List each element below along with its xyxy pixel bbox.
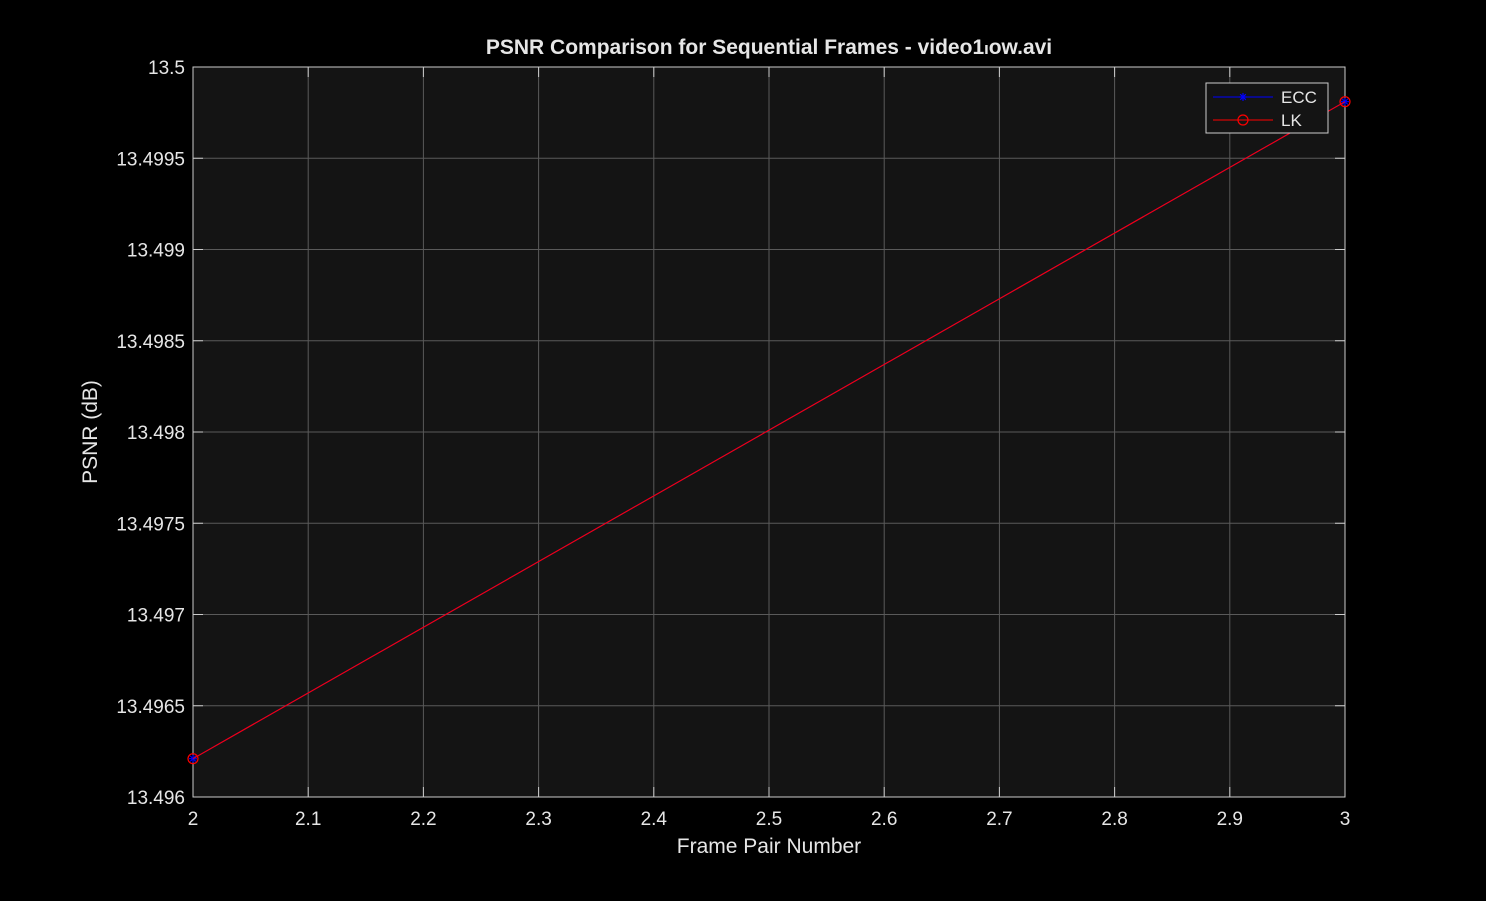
legend-lk-label: LK xyxy=(1281,111,1302,130)
x-axis-label: Frame Pair Number xyxy=(677,835,861,858)
x-tick-label: 2.1 xyxy=(295,809,321,830)
tick-marks xyxy=(192,66,1346,798)
y-tick-label: 13.4985 xyxy=(116,332,185,353)
y-tick-label: 13.5 xyxy=(148,58,185,79)
legend-lk-marker xyxy=(1237,114,1249,126)
legend-ecc-label: ECC xyxy=(1281,88,1317,107)
y-tick-label: 13.497 xyxy=(127,606,185,627)
legend-ecc-marker-stroke xyxy=(1239,93,1247,101)
legend: ECC LK xyxy=(1205,82,1329,134)
x-tick-label: 2.3 xyxy=(525,809,551,830)
x-tick-label: 2.6 xyxy=(871,809,897,830)
lk-data-point xyxy=(187,753,199,765)
y-tick-label: 13.496 xyxy=(127,788,185,809)
lk-data-point xyxy=(1339,96,1351,108)
x-tick-label: 2 xyxy=(188,809,199,830)
x-tick-label: 2.9 xyxy=(1217,809,1243,830)
lk-series-line xyxy=(192,101,1346,760)
x-tick-label: 2.8 xyxy=(1101,809,1127,830)
series-layer xyxy=(187,96,1351,765)
chart-title: PSNR Comparison for Sequential Frames - … xyxy=(486,36,1052,59)
y-tick-label: 13.499 xyxy=(127,241,185,262)
x-tick-label: 2.5 xyxy=(756,809,782,830)
legend-box xyxy=(1205,82,1329,134)
x-tick-label: 3 xyxy=(1340,809,1351,830)
y-tick-labels: 13.496 13.4965 13.497 13.4975 13.498 13.4985 1… xyxy=(116,58,185,809)
y-axis-label: PSNR (dB) xyxy=(79,380,102,484)
x-tick-label: 2.7 xyxy=(986,809,1012,830)
legend-ecc-marker xyxy=(1239,93,1247,101)
grid-lines xyxy=(193,67,1345,797)
y-tick-label: 13.498 xyxy=(127,423,185,444)
x-tick-label: 2.4 xyxy=(641,809,668,830)
y-tick-label: 13.4975 xyxy=(116,514,185,535)
y-tick-label: 13.4965 xyxy=(116,697,185,718)
x-tick-labels: 2 2.1 2.2 2.3 2.4 2.5 2.6 2.7 2.8 2.9 3 xyxy=(188,809,1351,830)
y-tick-label: 13.4995 xyxy=(116,149,185,170)
x-tick-label: 2.2 xyxy=(410,809,436,830)
